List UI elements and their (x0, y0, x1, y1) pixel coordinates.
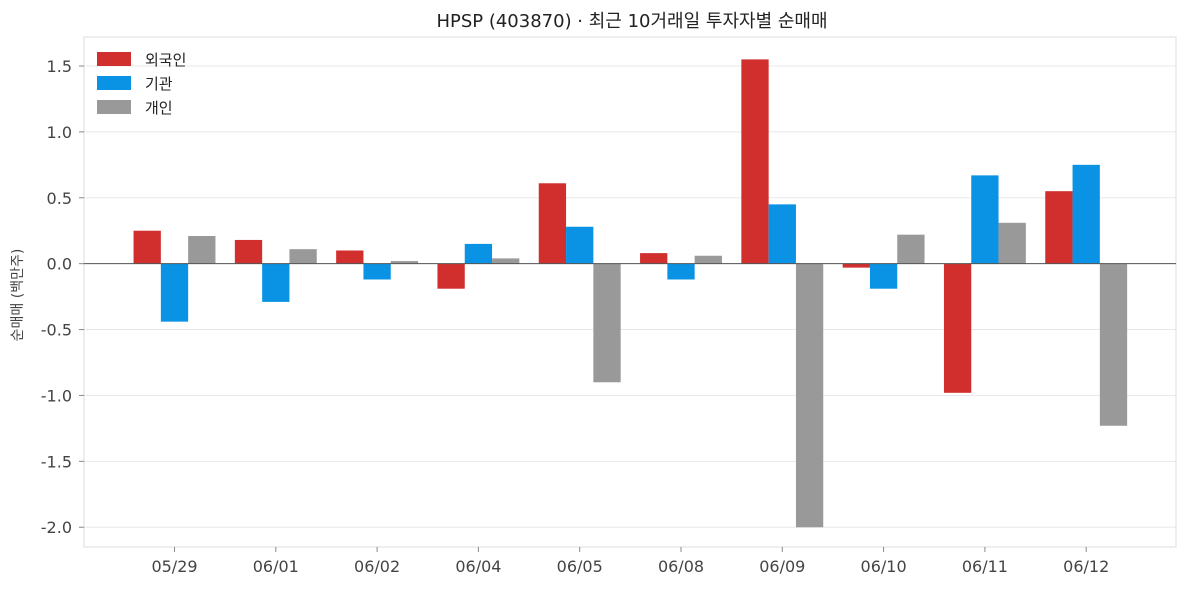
bar-개인-06/09 (795, 263, 824, 528)
bar-외국인-06/01 (234, 239, 263, 264)
legend-label: 기관 (145, 75, 173, 93)
x-tick-label: 06/09 (759, 557, 805, 576)
bar-개인-06/04 (492, 258, 520, 264)
bar-외국인-06/08 (640, 253, 668, 264)
x-tick-label: 06/12 (1063, 557, 1109, 576)
legend-swatch-기관 (97, 76, 131, 90)
bar-외국인-06/09 (741, 59, 769, 264)
bar-기관-06/09 (768, 204, 796, 264)
bar-개인-06/01 (289, 249, 317, 264)
bar-개인-06/02 (390, 261, 419, 264)
y-tick-label: 1.0 (47, 123, 72, 142)
bar-외국인-06/10 (842, 263, 870, 268)
bar-외국인-06/05 (538, 183, 567, 264)
x-tick-label: 06/02 (354, 557, 400, 576)
bar-외국인-06/12 (1045, 191, 1073, 264)
y-tick-label: -1.0 (41, 386, 72, 405)
bar-개인-05/29 (188, 235, 216, 264)
bar-개인-06/11 (998, 222, 1026, 264)
bar-기관-06/11 (971, 175, 999, 264)
y-tick-label: 1.5 (47, 57, 72, 76)
chart-title: HPSP (403870) · 최근 10거래일 투자자별 순매매 (436, 11, 827, 32)
bar-기관-06/10 (869, 263, 898, 289)
legend-label: 개인 (145, 99, 173, 117)
y-tick-label: -2.0 (41, 518, 72, 537)
bar-기관-06/04 (464, 243, 493, 264)
x-tick-label: 06/11 (962, 557, 1008, 576)
y-tick-label: 0.0 (47, 255, 72, 274)
bar-외국인-05/29 (133, 230, 161, 264)
legend-swatch-외국인 (97, 52, 131, 66)
y-tick-label: -1.5 (41, 452, 72, 471)
x-tick-label: 06/04 (455, 557, 501, 576)
bar-기관-06/05 (566, 226, 594, 264)
x-tick-label: 06/08 (658, 557, 704, 576)
x-tick-label: 06/10 (861, 557, 907, 576)
y-tick-label: -0.5 (41, 321, 72, 340)
x-tick-label: 05/29 (151, 557, 197, 576)
legend-label: 외국인 (145, 51, 186, 69)
bar-외국인-06/11 (943, 263, 972, 393)
bar-기관-05/29 (160, 263, 189, 322)
bar-기관-06/02 (363, 263, 391, 280)
x-tick-label: 06/01 (253, 557, 299, 576)
bar-개인-06/08 (694, 255, 722, 264)
gridlines (84, 65, 1176, 528)
legend-swatch-개인 (97, 100, 131, 114)
y-tick-label: 0.5 (47, 189, 72, 208)
x-tick-label: 06/05 (557, 557, 603, 576)
bar-외국인-06/02 (336, 250, 364, 264)
bar-기관-06/12 (1072, 164, 1100, 264)
bar-개인-06/05 (593, 263, 621, 383)
y-axis-label: 순매매 (백만주) (10, 249, 26, 342)
plot-frame (83, 36, 1177, 548)
bar-기관-06/01 (262, 263, 290, 302)
bar-기관-06/08 (667, 263, 695, 280)
bar-외국인-06/04 (437, 263, 465, 289)
bar-개인-06/12 (1099, 263, 1128, 426)
bar-개인-06/10 (897, 234, 925, 264)
axes: -2.0 -1.5 -1.0 -0.5 0.0 0.5 1.0 1.5 05/29 06/01 06… (41, 36, 1177, 576)
bars (133, 59, 1128, 528)
